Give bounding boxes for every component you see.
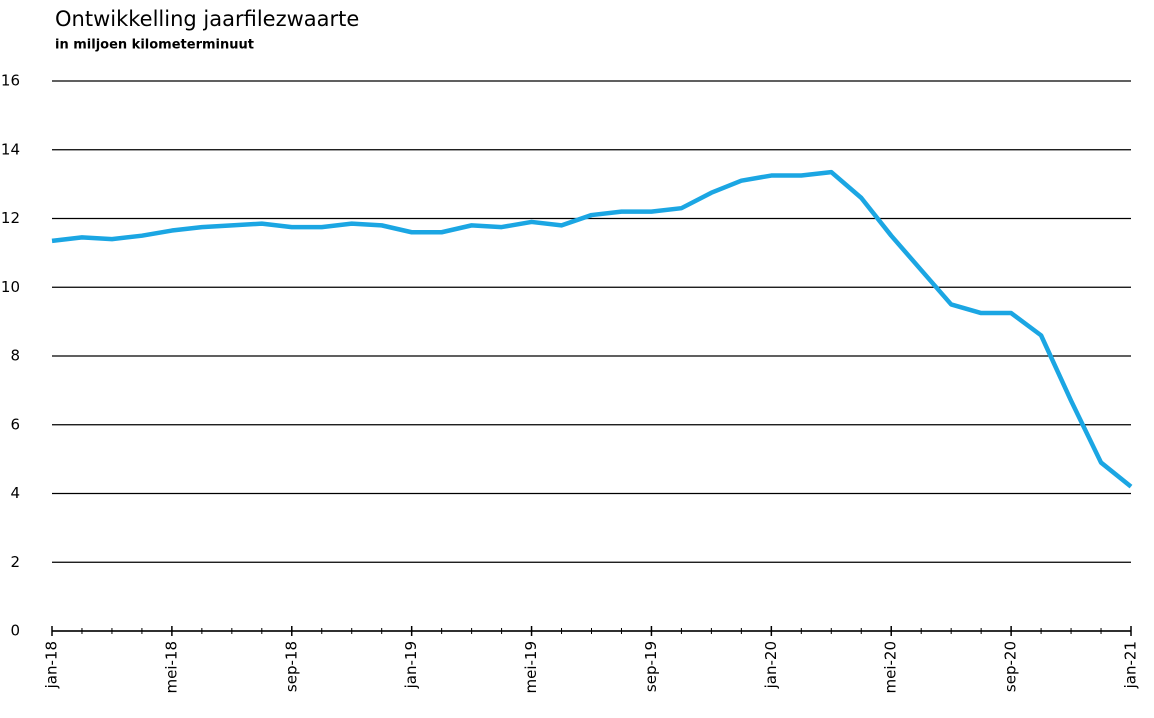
y-tick-label: 16 (1, 72, 20, 90)
y-tick-label: 14 (1, 140, 20, 158)
x-tick-label: mei-20 (882, 641, 900, 694)
x-tick-label: jan-19 (402, 641, 420, 689)
y-tick-label: 0 (10, 622, 20, 640)
x-tick-label: jan-20 (762, 641, 780, 689)
y-tick-label: 10 (1, 278, 20, 296)
y-tick-label: 8 (10, 347, 20, 365)
x-tick-label: jan-18 (43, 641, 61, 689)
x-tick-label: sep-20 (1002, 641, 1020, 692)
x-tick-label: sep-18 (282, 641, 300, 692)
x-tick-label: mei-19 (522, 641, 540, 694)
x-tick-label: mei-18 (162, 641, 180, 694)
y-tick-label: 6 (10, 415, 20, 433)
y-tick-label: 12 (1, 209, 20, 227)
y-tick-label: 4 (10, 484, 20, 502)
chart-subtitle: in miljoen kilometerminuut (55, 38, 254, 53)
data-line (51, 169, 1133, 489)
x-tick-label: sep-19 (642, 641, 660, 692)
chart-title: Ontwikkelling jaarfilezwaarte (55, 7, 359, 31)
x-tick-label: jan-21 (1122, 641, 1140, 689)
y-tick-label: 2 (10, 553, 20, 571)
